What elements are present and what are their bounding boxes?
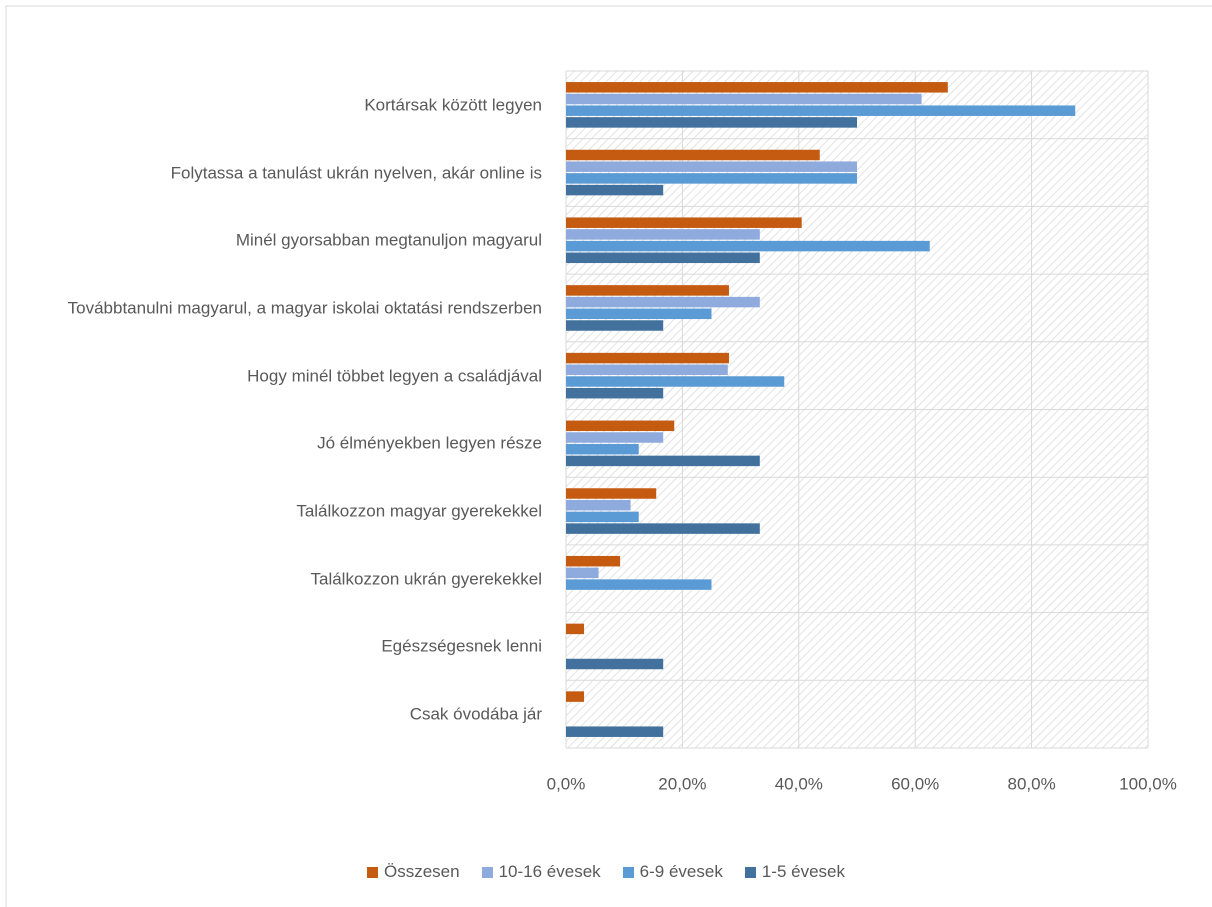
x-tick-label: 60,0%: [891, 774, 939, 793]
x-tick-label: 40,0%: [775, 774, 823, 793]
bar: [566, 420, 675, 432]
bar: [566, 726, 664, 737]
legend-label: 10-16 évesek: [498, 862, 601, 881]
bar: [566, 555, 621, 567]
bar: [566, 567, 599, 579]
bar: [566, 184, 664, 196]
bar: [566, 82, 948, 93]
bar: [566, 352, 729, 364]
bar: [566, 285, 729, 296]
legend-item: Összesen: [366, 862, 460, 882]
legend-item: 6-9 évesek: [622, 862, 723, 882]
bar: [566, 658, 664, 670]
bar: [566, 240, 930, 252]
bar: [566, 161, 857, 172]
category-label: Továbbtanulni magyarul, a magyar iskolai…: [67, 298, 542, 318]
legend-label: 1-5 évesek: [761, 862, 845, 881]
bar: [566, 623, 585, 635]
category-label: Találkozzon magyar gyerekekkel: [296, 501, 542, 521]
category-label: Minél gyorsabban megtanuljon magyarul: [235, 230, 542, 250]
legend-item: 1-5 évesek: [744, 862, 845, 882]
legend-item: 10-16 évesek: [481, 862, 601, 882]
bar: [566, 691, 585, 702]
bar: [566, 364, 728, 376]
bar: [566, 149, 820, 161]
x-tick-label: 100,0%: [1119, 774, 1177, 793]
bar: [566, 320, 664, 331]
x-tick-label: 0,0%: [547, 774, 586, 793]
category-label: Jó élményekben legyen része: [317, 433, 542, 453]
legend-swatch: [622, 866, 634, 878]
bar: [566, 105, 1076, 116]
category-label: Csak óvodába jár: [409, 704, 542, 724]
legend-label: 6-9 évesek: [639, 862, 723, 881]
legend-swatch: [366, 866, 378, 878]
bar: [566, 296, 760, 308]
bar: [566, 455, 760, 467]
bar: [566, 173, 857, 184]
bar: [566, 376, 785, 387]
bar: [566, 499, 631, 511]
bar: [566, 443, 639, 455]
bar: [566, 217, 802, 228]
bar: [566, 579, 712, 590]
category-label: Folytassa a tanulást ukrán nyelven, akár…: [170, 163, 542, 183]
bar: [566, 432, 664, 443]
bar: [566, 488, 657, 499]
bar: [566, 523, 760, 534]
legend: Összesen 10-16 évesek 6-9 évesek 1-5 évesek: [0, 862, 1212, 882]
legend-label: Összesen: [383, 862, 460, 881]
bar: [566, 387, 664, 399]
category-label: Kortársak között legyen: [364, 95, 542, 115]
x-tick-label: 80,0%: [1007, 774, 1055, 793]
bar: [566, 229, 760, 240]
legend-swatch: [481, 866, 493, 878]
bar: [566, 93, 922, 105]
bar: [566, 308, 712, 320]
bar: [566, 511, 639, 523]
category-label: Találkozzon ukrán gyerekekkel: [310, 569, 542, 589]
category-label: Hogy minél többet legyen a családjával: [247, 366, 542, 386]
x-tick-label: 20,0%: [658, 774, 706, 793]
category-label: Egészségesnek lenni: [381, 636, 542, 656]
bar: [566, 117, 857, 128]
legend-swatch: [744, 866, 756, 878]
chart-border: [5, 5, 1212, 907]
bar: [566, 252, 760, 264]
